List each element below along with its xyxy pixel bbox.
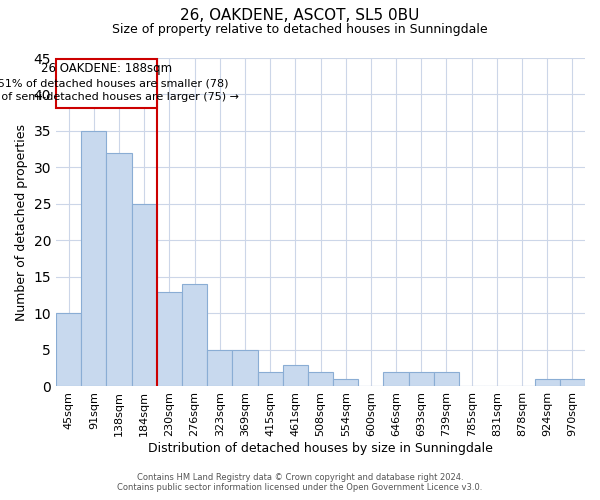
Bar bbox=[283, 364, 308, 386]
Text: Contains HM Land Registry data © Crown copyright and database right 2024.
Contai: Contains HM Land Registry data © Crown c… bbox=[118, 473, 482, 492]
Bar bbox=[106, 153, 131, 386]
Bar bbox=[409, 372, 434, 386]
Text: Size of property relative to detached houses in Sunningdale: Size of property relative to detached ho… bbox=[112, 22, 488, 36]
Bar bbox=[434, 372, 459, 386]
Bar bbox=[535, 379, 560, 386]
Bar bbox=[182, 284, 207, 386]
Bar bbox=[157, 292, 182, 386]
Y-axis label: Number of detached properties: Number of detached properties bbox=[15, 124, 28, 320]
Bar bbox=[56, 314, 81, 386]
Bar bbox=[560, 379, 585, 386]
Bar bbox=[131, 204, 157, 386]
Text: ← 51% of detached houses are smaller (78): ← 51% of detached houses are smaller (78… bbox=[0, 78, 228, 88]
Bar bbox=[383, 372, 409, 386]
Text: 49% of semi-detached houses are larger (75) →: 49% of semi-detached houses are larger (… bbox=[0, 92, 239, 102]
Bar bbox=[232, 350, 257, 387]
Bar bbox=[333, 379, 358, 386]
Bar bbox=[308, 372, 333, 386]
X-axis label: Distribution of detached houses by size in Sunningdale: Distribution of detached houses by size … bbox=[148, 442, 493, 455]
Text: 26 OAKDENE: 188sqm: 26 OAKDENE: 188sqm bbox=[41, 62, 172, 76]
FancyBboxPatch shape bbox=[56, 60, 157, 108]
Bar bbox=[81, 131, 106, 386]
Bar bbox=[207, 350, 232, 387]
Bar bbox=[257, 372, 283, 386]
Text: 26, OAKDENE, ASCOT, SL5 0BU: 26, OAKDENE, ASCOT, SL5 0BU bbox=[181, 8, 419, 22]
